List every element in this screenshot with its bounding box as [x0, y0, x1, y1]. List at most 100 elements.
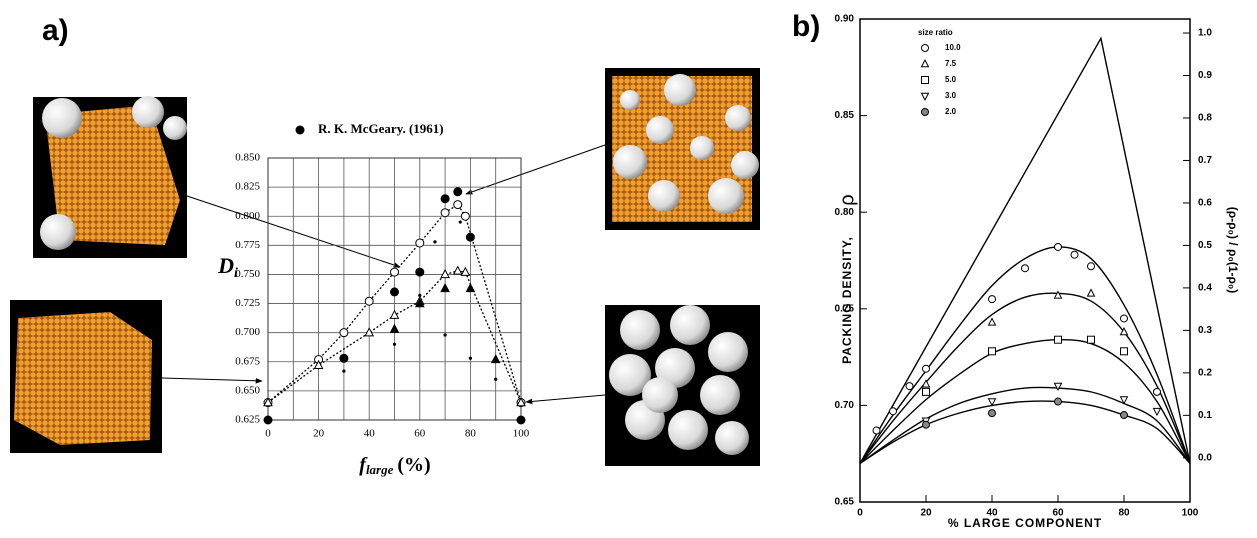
y-tick-label: 0.700 [235, 326, 260, 338]
y-tick-label: 0.625 [235, 414, 260, 426]
marker [340, 329, 348, 337]
y-tick-label: 0.850 [235, 152, 260, 164]
y-label-sub: i [234, 266, 238, 281]
marker [1088, 263, 1095, 270]
marker [923, 380, 930, 387]
x-tick-label: 40 [364, 428, 376, 440]
marker [391, 311, 399, 319]
legend-label: 2.0 [945, 107, 957, 116]
y-tick-label: 0.65 [835, 497, 855, 508]
y2-tick-label: 0.6 [1198, 198, 1212, 209]
marker [393, 343, 396, 346]
legend-label: 10.0 [945, 43, 961, 52]
marker [1071, 251, 1078, 258]
marker [1088, 289, 1095, 296]
y2-tick-label: 0.0 [1198, 452, 1212, 463]
marker [906, 383, 913, 390]
marker [1154, 408, 1161, 415]
legend-marker [296, 126, 305, 135]
marker [1121, 348, 1128, 355]
marker [441, 270, 449, 278]
marker [923, 365, 930, 372]
marker [441, 194, 450, 203]
marker [441, 284, 449, 292]
y-tick-label: 0.80 [835, 207, 855, 218]
y-axis-label: PACKING DENSITY, [840, 236, 854, 364]
y-tick-label: 0.675 [235, 355, 260, 367]
marker [494, 378, 497, 381]
marker [1121, 412, 1128, 419]
legend-title: size ratio [918, 28, 953, 37]
y2-tick-label: 0.3 [1198, 325, 1212, 336]
marker [890, 408, 897, 415]
y2-tick-label: 0.7 [1198, 155, 1212, 166]
marker [444, 333, 447, 336]
marker [989, 410, 996, 417]
marker [1121, 315, 1128, 322]
marker [1055, 398, 1062, 405]
y-tick-label: 0.650 [235, 384, 260, 396]
marker [342, 369, 345, 372]
marker [391, 268, 399, 276]
legend-label: 3.0 [945, 91, 957, 100]
y2-tick-label: 0.9 [1198, 70, 1212, 81]
marker [459, 220, 462, 223]
marker [1088, 336, 1095, 343]
marker [492, 355, 500, 363]
marker [441, 209, 449, 217]
legend-marker [922, 60, 929, 67]
x-label-sub: large [366, 462, 394, 477]
marker [989, 318, 996, 325]
y-tick-label: 0.725 [235, 297, 260, 309]
y-axis-label: Di [217, 253, 238, 281]
legend-marker [922, 77, 929, 84]
marker [989, 348, 996, 355]
series-line [860, 38, 1190, 463]
y-label-main: D [217, 253, 234, 278]
marker [989, 296, 996, 303]
x-axis-label: flarge(%) [359, 454, 430, 477]
legend-label: 7.5 [945, 59, 957, 68]
marker [461, 212, 469, 220]
marker [466, 233, 475, 242]
marker [415, 268, 424, 277]
marker [1055, 336, 1062, 343]
render-small-spheres [10, 300, 162, 453]
x-tick-label: 80 [1118, 508, 1130, 519]
legend-label: R. K. McGeary. (1961) [318, 121, 444, 136]
marker [1055, 383, 1062, 390]
y-tick-label: 0.775 [235, 239, 260, 251]
marker [466, 284, 474, 292]
series-line [860, 293, 1190, 463]
render-mixed-spheres [605, 68, 760, 230]
marker [1022, 265, 1029, 272]
panel-label: b) [792, 10, 820, 43]
y-tick-label: 0.90 [835, 14, 855, 25]
series-line [860, 387, 1190, 463]
y2-tick-label: 0.1 [1198, 410, 1212, 421]
legend-marker [922, 109, 929, 116]
marker [454, 201, 462, 209]
marker [873, 427, 880, 434]
chart-b: 0.650.700.750.800.850.900.00.10.20.30.40… [835, 14, 1240, 531]
y-tick-label: 0.800 [235, 210, 260, 222]
x-tick-label: 100 [1182, 508, 1199, 519]
marker [418, 294, 421, 297]
x-tick-label: 60 [414, 428, 426, 440]
legend-label: 5.0 [945, 75, 957, 84]
marker [339, 354, 348, 363]
marker [416, 239, 424, 247]
x-tick-label: 0 [857, 508, 863, 519]
marker [923, 421, 930, 428]
y-tick-label: 0.750 [235, 268, 260, 280]
marker [453, 187, 462, 196]
x-axis-label: % LARGE COMPONENT [948, 516, 1102, 530]
panel-label: a) [42, 14, 69, 47]
marker [391, 325, 399, 333]
y-axis-symbol: ρ [836, 194, 858, 205]
y2-tick-label: 0.4 [1198, 283, 1212, 294]
legend-marker [922, 93, 929, 100]
render-small-spheres-tilted [33, 96, 187, 258]
marker [264, 416, 273, 425]
y2-tick-label: 0.2 [1198, 368, 1212, 379]
